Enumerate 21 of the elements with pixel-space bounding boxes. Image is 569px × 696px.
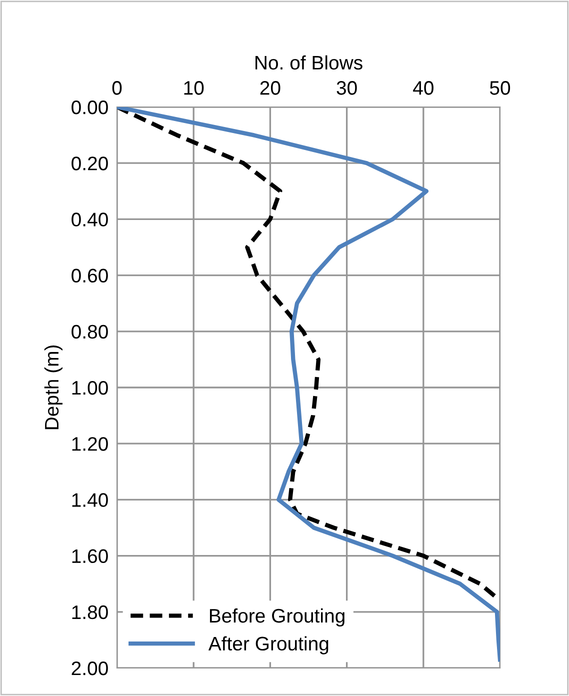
x-tick-label: 40 <box>413 81 434 95</box>
legend-label: After Grouting <box>208 636 328 654</box>
y-tick-label: 1.80 <box>72 605 108 620</box>
x-tick-label: 20 <box>260 81 280 95</box>
legend-label: Before Grouting <box>210 608 344 627</box>
y-axis-title: Depth (m) <box>44 345 62 430</box>
y-tick-label: 1.40 <box>72 493 108 507</box>
y-tick-label: 1.20 <box>72 437 108 451</box>
x-tick-label: 50 <box>490 81 510 95</box>
x-tick-label: 0 <box>112 81 122 95</box>
y-tick-label: 0.20 <box>72 156 108 170</box>
y-tick-label: 2.00 <box>72 661 108 676</box>
y-tick-label: 0.60 <box>72 268 108 283</box>
y-tick-label: 1.00 <box>72 380 108 395</box>
x-tick-label: 30 <box>336 81 357 95</box>
y-tick-label: 0.80 <box>72 324 108 339</box>
y-tick-label: 0.00 <box>72 100 108 114</box>
y-tick-label: 0.40 <box>72 212 108 226</box>
x-axis-title: No. of Blows <box>256 55 362 70</box>
y-tick-label: 1.60 <box>72 549 108 564</box>
x-tick-label: 10 <box>184 81 204 95</box>
